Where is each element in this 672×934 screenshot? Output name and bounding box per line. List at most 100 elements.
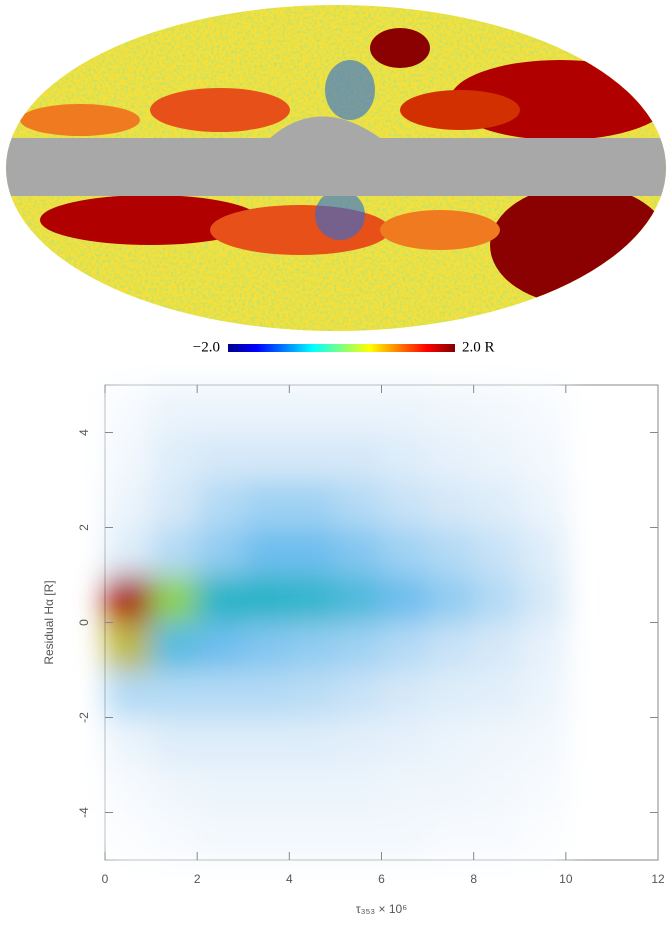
density-cell xyxy=(105,622,152,671)
density-cell xyxy=(243,812,290,861)
density xyxy=(105,385,567,861)
density-cell xyxy=(473,622,521,671)
density-cell xyxy=(289,717,336,766)
y-tick-label: 4 xyxy=(77,429,91,436)
density-cell xyxy=(151,527,198,576)
density-cell xyxy=(473,765,521,813)
density-cell xyxy=(381,717,429,766)
density-cell xyxy=(151,765,198,813)
density-cell xyxy=(335,670,382,718)
density-cell xyxy=(197,622,244,671)
density-cell xyxy=(473,670,521,718)
y-tick-label: 0 xyxy=(77,619,91,626)
density-cell xyxy=(427,385,475,433)
density-cell xyxy=(473,717,521,766)
y-axis-label: Residual Hα [R] xyxy=(42,580,56,664)
density-cell xyxy=(519,622,567,671)
y-tick-label: -4 xyxy=(77,807,91,818)
density-cell xyxy=(105,385,152,433)
density-cell xyxy=(289,765,336,813)
density-cell xyxy=(335,480,382,528)
density-cell xyxy=(243,480,290,528)
density-cell xyxy=(473,812,521,861)
density-cell xyxy=(105,812,152,861)
density-cell xyxy=(289,812,336,861)
x-axis-label: τ₃₅₃ × 10⁶ xyxy=(356,902,407,916)
sky-map xyxy=(6,5,666,331)
density-cell xyxy=(335,622,382,671)
density-cell xyxy=(105,575,152,623)
density-cell xyxy=(105,432,152,481)
density-cell xyxy=(335,385,382,433)
x-tick-label: 8 xyxy=(470,872,477,886)
density-cell xyxy=(335,575,382,623)
density-cell xyxy=(243,527,290,576)
colorbar-label: −2.0 xyxy=(193,339,220,355)
density-cell xyxy=(381,385,429,433)
density-cell xyxy=(427,670,475,718)
density-cell xyxy=(105,765,152,813)
colorbar-label: 2.0 R xyxy=(462,339,495,355)
density-cell xyxy=(197,575,244,623)
density-cell xyxy=(197,670,244,718)
density-cell xyxy=(151,432,198,481)
x-tick-label: 12 xyxy=(651,872,665,886)
density-cell xyxy=(519,432,567,481)
density-cell xyxy=(381,670,429,718)
density-cell xyxy=(105,717,152,766)
density-cell xyxy=(243,670,290,718)
density-cell xyxy=(381,527,429,576)
density-cell xyxy=(519,765,567,813)
density-cell xyxy=(151,385,198,433)
density-cell xyxy=(197,527,244,576)
density-cell xyxy=(519,527,567,576)
density-cell xyxy=(151,575,198,623)
density-cell xyxy=(473,575,521,623)
density-cell xyxy=(381,622,429,671)
density-cell xyxy=(519,670,567,718)
density-cell xyxy=(289,622,336,671)
density-cell xyxy=(197,812,244,861)
density-cell xyxy=(381,812,429,861)
density-cell xyxy=(427,765,475,813)
density-cell xyxy=(151,812,198,861)
density-cell xyxy=(473,527,521,576)
density-cell xyxy=(197,717,244,766)
x-tick-label: 2 xyxy=(194,872,201,886)
density-cell xyxy=(427,527,475,576)
density-cell xyxy=(427,717,475,766)
density-cell xyxy=(105,480,152,528)
density-cell xyxy=(243,385,290,433)
density-cell xyxy=(243,622,290,671)
density-cell xyxy=(473,432,521,481)
x-tick-label: 0 xyxy=(102,872,109,886)
y-tick-label: -2 xyxy=(77,712,91,723)
density-cell xyxy=(519,717,567,766)
density-cell xyxy=(151,670,198,718)
density-cell xyxy=(151,622,198,671)
density-cell xyxy=(335,812,382,861)
density-cell xyxy=(197,385,244,433)
density-cell xyxy=(427,480,475,528)
density-cell xyxy=(105,527,152,576)
x-tick-label: 10 xyxy=(559,872,573,886)
y-tick-label: 2 xyxy=(77,524,91,531)
density-cell xyxy=(197,480,244,528)
density-cell xyxy=(335,432,382,481)
density-cell xyxy=(427,432,475,481)
density-cell xyxy=(427,575,475,623)
density-cell xyxy=(381,575,429,623)
density-cell xyxy=(335,717,382,766)
density-cell xyxy=(381,480,429,528)
density-cell xyxy=(381,765,429,813)
density-cell xyxy=(289,385,336,433)
density-cell xyxy=(151,480,198,528)
density-cell xyxy=(427,812,475,861)
density-cell xyxy=(427,622,475,671)
density-cell xyxy=(243,717,290,766)
density-cell xyxy=(335,765,382,813)
density-cell xyxy=(243,575,290,623)
density-cell xyxy=(381,432,429,481)
